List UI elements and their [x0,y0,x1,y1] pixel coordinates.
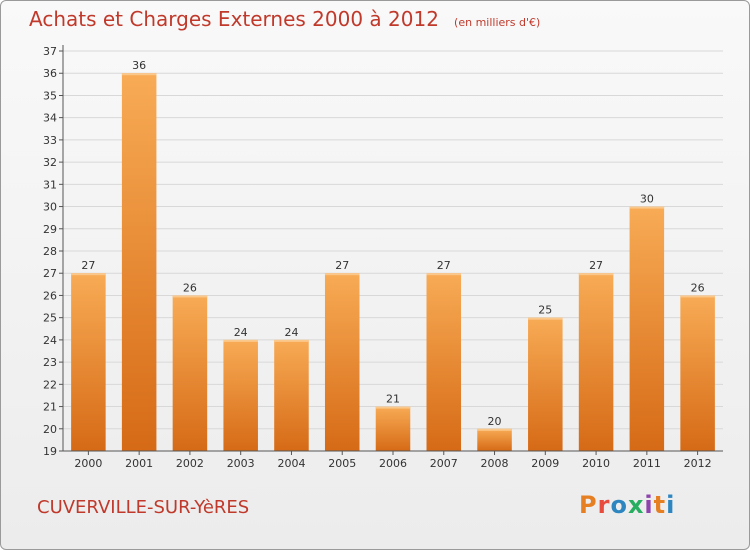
x-tick-label: 2000 [74,457,102,470]
logo-letter: i [644,491,654,519]
y-tick-label: 36 [43,67,57,80]
bar-highlight [629,206,665,209]
data-label: 24 [284,326,298,339]
bar-2007 [426,273,462,451]
bars: 27 36 26 24 24 27 21 27 20 25 27 30 26 [71,59,715,451]
y-tick-label: 32 [43,156,57,169]
y-tick-label: 22 [43,378,57,391]
data-label: 26 [183,281,197,294]
bar-2000 [71,273,106,451]
y-tick-label: 23 [43,356,57,369]
axes: 19 20 21 22 23 24 25 26 27 28 29 30 31 32 33 34 35 36 37 20… [43,45,723,470]
y-tick-label: 37 [43,45,57,58]
y-tick-label: 28 [43,245,57,258]
x-tick-label: 2011 [633,457,661,470]
x-tick-label: 2002 [176,457,204,470]
x-tick-label: 2012 [684,457,712,470]
data-label: 24 [234,326,248,339]
x-tick-label: 2006 [379,457,407,470]
bar-highlight [578,273,614,276]
bar-2012 [680,295,715,451]
y-tick-label: 19 [43,445,57,458]
bar-2004 [274,339,309,451]
bar-2003 [223,339,258,451]
y-tick-label: 26 [43,289,57,302]
x-tick-label: 2010 [582,457,610,470]
logo-letter: o [610,491,628,519]
chart-subtitle: (en milliers d'€) [454,16,541,29]
y-tick-label: 30 [43,201,57,214]
bar-2010 [578,273,614,451]
bar-highlight [680,295,715,298]
x-tick-label: 2003 [227,457,255,470]
data-label: 27 [589,259,603,272]
y-tick-label: 21 [43,401,57,414]
logo-letter: P [579,491,598,519]
data-label: 27 [437,259,451,272]
x-tick-label: 2009 [531,457,559,470]
bar-highlight [223,339,258,342]
y-tick-label: 31 [43,178,57,191]
bar-highlight [324,273,360,276]
y-tick-label: 33 [43,134,57,147]
data-label: 36 [132,59,146,72]
bar-highlight [477,428,512,431]
bar-highlight [426,273,462,276]
bar-highlight [528,317,563,320]
chart-title: Achats et Charges Externes 2000 à 2012 [29,7,439,31]
data-label: 20 [488,415,502,428]
y-tick-label: 34 [43,112,57,125]
bar-2005 [324,273,360,451]
bar-2011 [629,206,665,451]
bar-2002 [172,295,208,451]
logo-letter: r [597,491,611,519]
x-tick-label: 2007 [430,457,458,470]
y-tick-label: 24 [43,334,57,347]
grid-lines [63,50,723,452]
x-tick-label: 2008 [481,457,509,470]
chart-header: Achats et Charges Externes 2000 à 2012 (… [29,7,540,31]
bar-highlight [172,295,208,298]
x-tick-label: 2001 [125,457,153,470]
bar-highlight [121,73,157,76]
data-label: 26 [691,281,705,294]
logo-letter: i [666,491,676,519]
bar-highlight [71,273,106,276]
x-tick-label: 2004 [277,457,305,470]
data-label: 27 [335,259,349,272]
bar-2008 [477,428,512,451]
y-tick-label: 29 [43,223,57,236]
bar-2006 [375,406,411,451]
data-label: 30 [640,193,654,206]
logo-letter: x [627,491,645,519]
y-tick-label: 35 [43,89,57,102]
proxiti-logo[interactable]: Proxiti [579,491,675,519]
y-tick-label: 25 [43,312,57,325]
logo-letter: t [653,491,667,519]
data-label: 25 [538,304,552,317]
y-tick-label: 20 [43,423,57,436]
data-label: 21 [386,393,400,406]
x-tick-label: 2005 [328,457,356,470]
bar-highlight [375,406,411,409]
data-label: 27 [81,259,95,272]
bar-2009 [528,317,563,451]
y-tick-label: 27 [43,267,57,280]
bar-2001 [121,73,157,451]
commune-name: CUVERVILLE-SUR-YèRES [37,497,250,518]
bar-highlight [274,339,309,342]
